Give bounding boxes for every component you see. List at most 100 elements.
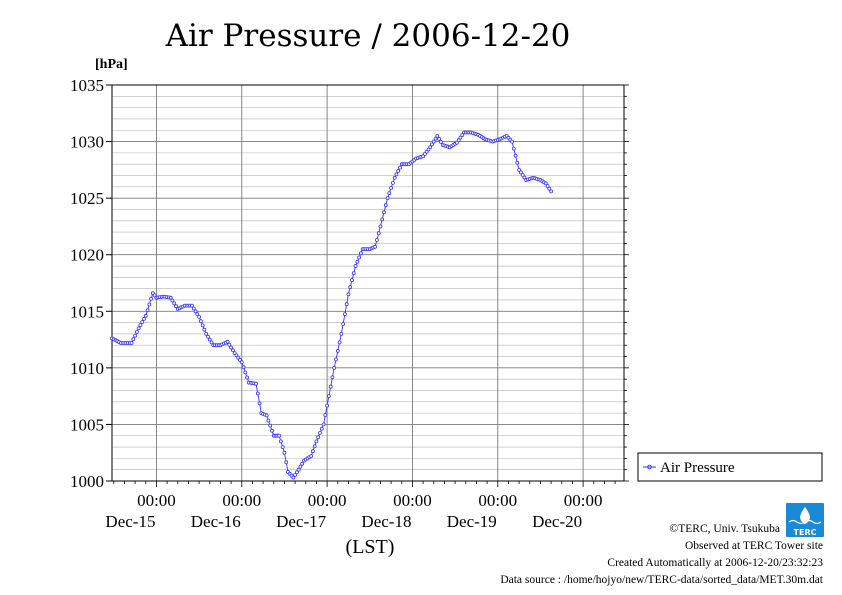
data-point bbox=[325, 403, 330, 408]
terc-logo-text: TERC bbox=[794, 528, 817, 537]
data-point bbox=[332, 365, 337, 370]
data-point bbox=[326, 394, 331, 399]
credit-created: Created Automatically at 2006-12-20/23:3… bbox=[607, 557, 823, 569]
data-point bbox=[278, 439, 283, 444]
data-point bbox=[243, 370, 248, 375]
data-point bbox=[431, 139, 436, 144]
data-point bbox=[330, 375, 335, 380]
data-point bbox=[437, 136, 442, 141]
data-point bbox=[147, 302, 152, 307]
legend-entry-air-pressure: Air Pressure bbox=[660, 460, 735, 476]
y-tick-label: 1000 bbox=[70, 472, 104, 491]
data-point bbox=[323, 413, 328, 417]
data-point bbox=[190, 303, 194, 308]
data-point bbox=[280, 445, 285, 450]
data-point bbox=[209, 340, 214, 345]
data-point bbox=[138, 323, 143, 328]
data-point bbox=[321, 422, 326, 427]
data-point bbox=[357, 255, 362, 260]
data-point bbox=[396, 169, 401, 173]
y-tick-label: 1035 bbox=[70, 76, 104, 95]
data-point bbox=[350, 278, 354, 283]
data-point bbox=[346, 292, 351, 297]
data-point bbox=[373, 244, 378, 249]
data-point bbox=[342, 312, 347, 317]
data-point bbox=[254, 381, 258, 386]
x-tick-label-time: 00:00 bbox=[564, 491, 603, 510]
data-point bbox=[510, 139, 514, 144]
credit-source: Data source : /home/hojyo/new/TERC-data/… bbox=[500, 574, 823, 586]
x-tick-label-time: 00:00 bbox=[393, 491, 432, 510]
data-point bbox=[517, 167, 521, 172]
data-point bbox=[268, 423, 273, 428]
data-point bbox=[239, 360, 244, 365]
data-point bbox=[318, 430, 322, 435]
data-point bbox=[202, 327, 207, 332]
x-tick-label-date: Dec-18 bbox=[361, 512, 411, 531]
data-point bbox=[198, 319, 203, 324]
data-point bbox=[378, 224, 383, 229]
data-point bbox=[174, 304, 178, 309]
data-point bbox=[294, 470, 299, 475]
data-point bbox=[454, 140, 459, 145]
x-tick-label-date: Dec-19 bbox=[447, 512, 497, 531]
data-point bbox=[312, 444, 317, 449]
data-point bbox=[334, 357, 338, 362]
data-point bbox=[385, 196, 390, 201]
data-point bbox=[257, 401, 262, 406]
data-point bbox=[353, 264, 358, 268]
data-point bbox=[392, 175, 397, 180]
data-point bbox=[428, 145, 433, 150]
data-point bbox=[293, 473, 298, 477]
data-point bbox=[131, 337, 136, 342]
data-point bbox=[143, 313, 148, 318]
data-point bbox=[376, 231, 381, 236]
y-axis-label: [hPa] bbox=[95, 57, 128, 72]
data-point bbox=[460, 133, 465, 138]
data-point bbox=[522, 175, 527, 180]
data-point bbox=[339, 331, 344, 336]
data-point bbox=[195, 312, 200, 317]
data-point bbox=[270, 428, 274, 433]
data-point bbox=[316, 435, 321, 440]
data-point bbox=[351, 271, 356, 276]
y-tick-label: 1025 bbox=[70, 189, 104, 208]
data-point bbox=[140, 320, 145, 324]
data-point bbox=[383, 203, 388, 208]
y-tick-label: 1005 bbox=[70, 415, 104, 434]
data-point bbox=[291, 475, 296, 480]
data-point bbox=[229, 345, 234, 350]
data-point bbox=[142, 316, 146, 321]
data-point bbox=[207, 337, 212, 342]
data-point bbox=[374, 238, 379, 242]
data-point bbox=[335, 348, 340, 353]
plot-frame bbox=[111, 84, 625, 482]
data-point bbox=[344, 302, 349, 307]
y-tick-label: 1030 bbox=[70, 133, 104, 152]
data-point bbox=[389, 186, 394, 190]
data-point bbox=[296, 467, 301, 472]
x-tick-label-date: Dec-17 bbox=[276, 512, 327, 531]
credit-copyright: ©TERC, Univ. Tsukuba bbox=[670, 523, 780, 535]
data-point bbox=[515, 160, 520, 165]
data-point bbox=[433, 136, 438, 141]
data-point bbox=[430, 142, 434, 147]
credit-observed: Observed at TERC Tower site bbox=[685, 540, 823, 552]
data-point bbox=[394, 172, 399, 177]
data-point bbox=[543, 181, 548, 186]
y-tick-label: 1015 bbox=[70, 302, 104, 321]
x-tick-label-time: 00:00 bbox=[222, 491, 261, 510]
data-point bbox=[314, 439, 319, 444]
x-tick-label-time: 00:00 bbox=[137, 491, 176, 510]
data-point bbox=[328, 384, 333, 389]
water-drop-icon bbox=[800, 507, 810, 524]
data-point bbox=[520, 172, 525, 177]
data-point bbox=[136, 326, 141, 331]
data-point bbox=[277, 433, 282, 438]
data-point bbox=[129, 341, 134, 345]
y-tick-label: 1020 bbox=[70, 246, 104, 265]
grid-lines bbox=[112, 85, 624, 481]
chart-title: Air Pressure / 2006-12-20 bbox=[165, 18, 571, 54]
data-point bbox=[438, 139, 443, 144]
